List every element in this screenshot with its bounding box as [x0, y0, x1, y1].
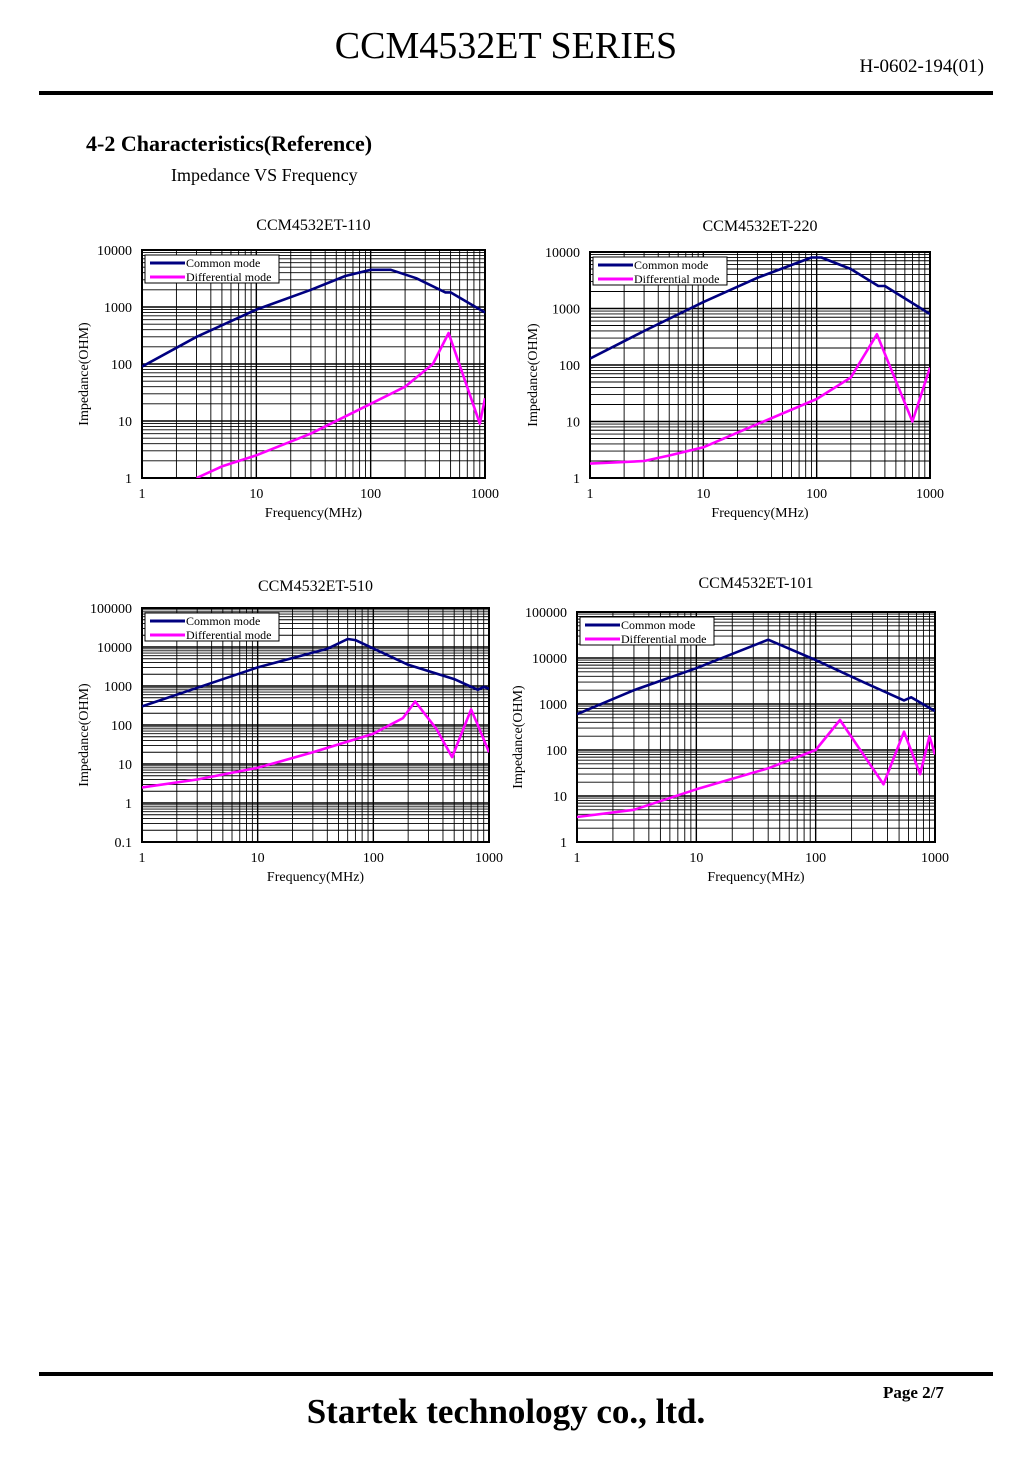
y-axis-label: Impedance(OHM)	[511, 685, 526, 789]
x-tick-label: 10	[689, 851, 703, 866]
legend-label: Common mode	[634, 258, 708, 272]
legend-label: Common mode	[621, 618, 695, 632]
x-tick-label: 1000	[471, 487, 499, 502]
y-tick-label: 100	[546, 744, 567, 759]
y-tick-label: 10000	[97, 244, 132, 259]
y-tick-label: 10	[553, 790, 567, 805]
document-title: CCM4532ET SERIES	[334, 25, 678, 67]
x-tick-label: 100	[360, 487, 381, 502]
document-code: H-0602-194(01)	[859, 56, 984, 77]
legend-label: Differential mode	[621, 632, 706, 646]
y-tick-label: 100000	[90, 602, 132, 617]
chart-3: CCM4532ET-101 1 10 100 1000 1 10 100 1000 10000 10…	[511, 575, 949, 885]
x-tick-label: 10	[696, 487, 710, 502]
section-title: 4-2 Characteristics(Reference)	[86, 131, 373, 156]
page-number: Page 2/7	[883, 1383, 944, 1402]
header-rule	[39, 91, 993, 95]
chart-0: CCM4532ET-110 1 10 100 1000 1 10 100 1000 10000 Fr…	[77, 217, 499, 521]
x-tick-label: 10	[251, 851, 265, 866]
y-tick-label: 1000	[539, 698, 567, 713]
y-tick-label: 100	[559, 359, 580, 374]
y-tick-label: 1000	[104, 301, 132, 316]
differential-mode-series	[590, 333, 930, 465]
differential-mode-series	[196, 331, 485, 478]
x-tick-label: 1000	[916, 487, 944, 502]
y-tick-label: 10000	[545, 246, 580, 261]
y-tick-label: 100	[111, 358, 132, 373]
y-tick-label: 1	[125, 797, 132, 812]
plot-frame	[141, 607, 490, 843]
plot-frame	[576, 611, 936, 843]
y-tick-label: 1	[125, 472, 132, 487]
plot-frame	[589, 251, 931, 479]
legend-label: Differential mode	[634, 272, 719, 286]
y-axis-label: Impedance(OHM)	[526, 323, 541, 427]
common-mode-series	[577, 638, 935, 716]
chart-1: CCM4532ET-220 1 10 100 1000 1 10 100 1000 10000 Fr…	[526, 218, 944, 521]
x-axis-label: Frequency(MHz)	[267, 870, 365, 885]
y-tick-label: 10	[118, 415, 132, 430]
x-tick-label: 100	[363, 851, 384, 866]
y-tick-label: 100	[111, 719, 132, 734]
chart-title: CCM4532ET-220	[703, 218, 818, 235]
legend-label: Common mode	[186, 614, 260, 628]
x-tick-label: 10	[249, 487, 263, 502]
y-tick-label: 1000	[552, 303, 580, 318]
y-tick-label: 10000	[97, 641, 132, 656]
x-axis-label: Frequency(MHz)	[707, 870, 805, 885]
x-tick-label: 1	[587, 487, 594, 502]
y-axis-label: Impedance(OHM)	[77, 322, 92, 426]
differential-mode-series	[577, 718, 935, 819]
y-tick-label: 100000	[525, 606, 567, 621]
x-tick-label: 100	[806, 487, 827, 502]
y-tick-label: 10	[566, 416, 580, 431]
section-subtitle: Impedance VS Frequency	[171, 165, 358, 185]
x-tick-label: 100	[805, 851, 826, 866]
chart-title: CCM4532ET-110	[256, 217, 370, 234]
company-name: Startek technology co., ltd.	[306, 1392, 706, 1431]
legend-label: Differential mode	[186, 628, 271, 642]
y-tick-label: 1000	[104, 680, 132, 695]
x-axis-label: Frequency(MHz)	[265, 506, 363, 521]
common-mode-series	[142, 637, 489, 708]
y-tick-label: 0.1	[115, 836, 133, 851]
y-axis-label: Impedance(OHM)	[77, 683, 92, 787]
x-tick-label: 1	[139, 487, 146, 502]
x-tick-label: 1000	[921, 851, 949, 866]
common-mode-series	[590, 256, 930, 360]
charts-area: CCM4532ET-110 1 10 100 1000 1 10 100 1000 10000 Fr…	[77, 217, 949, 885]
x-axis-label: Frequency(MHz)	[711, 506, 809, 521]
x-tick-label: 1000	[475, 851, 503, 866]
chart-title: CCM4532ET-101	[699, 575, 814, 592]
x-tick-label: 1	[139, 851, 146, 866]
common-mode-series	[142, 268, 485, 368]
legend-label: Differential mode	[186, 270, 271, 284]
footer-rule	[39, 1372, 993, 1376]
plot-frame	[141, 249, 486, 479]
differential-mode-series	[142, 700, 489, 789]
legend-label: Common mode	[186, 256, 260, 270]
y-tick-label: 10000	[532, 652, 567, 667]
y-tick-label: 1	[573, 472, 580, 487]
y-tick-label: 1	[560, 836, 567, 851]
chart-2: CCM4532ET-510 1 10 100 1000 0.1 1 10 100 1000 1000…	[77, 578, 503, 885]
x-tick-label: 1	[574, 851, 581, 866]
y-tick-label: 10	[118, 758, 132, 773]
chart-title: CCM4532ET-510	[258, 578, 373, 595]
